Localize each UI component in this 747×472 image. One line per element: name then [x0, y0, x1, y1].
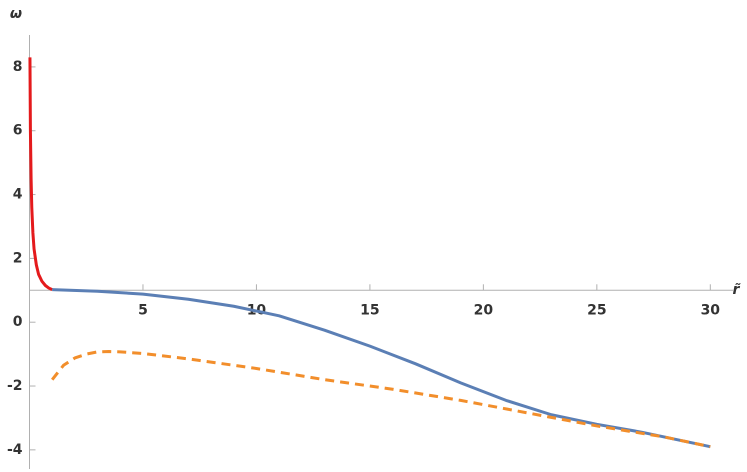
series-line: [28, 57, 53, 292]
y-tick-label: 2: [13, 250, 23, 266]
x-tick-label: 20: [474, 302, 494, 318]
y-tick-label: 0: [13, 314, 23, 330]
x-tick-label: 15: [360, 302, 379, 318]
y-tick-label: -4: [7, 442, 23, 458]
y-tick-label: 6: [13, 123, 23, 139]
x-axis-label: r̃: [733, 282, 741, 298]
series-line: [51, 350, 711, 449]
x-tick-label: 25: [587, 302, 606, 318]
x-tick-label: 30: [701, 302, 721, 318]
y-tick-label: 4: [13, 187, 23, 203]
y-axis-label: ω: [10, 6, 22, 22]
y-tick-label: -2: [7, 378, 23, 394]
x-tick-label: 5: [138, 302, 148, 318]
y-tick-label: 8: [13, 59, 23, 75]
series-line: [52, 288, 711, 449]
